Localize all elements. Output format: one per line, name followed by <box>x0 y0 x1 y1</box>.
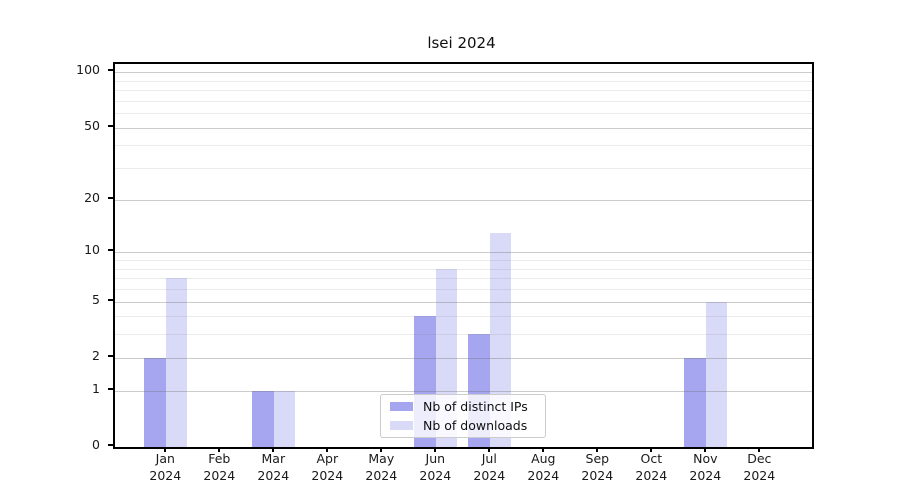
x-tick-may <box>380 447 383 452</box>
x-tick-month: Feb <box>208 451 231 466</box>
x-tick-label-jan: Jan 2024 <box>135 451 195 484</box>
gridline-minor-80 <box>115 90 812 92</box>
x-tick-month: Jul <box>481 451 497 466</box>
bar-distinct-ips-mar <box>252 390 274 447</box>
legend-label-distinct-ips: Nb of distinct IPs <box>423 399 528 414</box>
y-tick-2 <box>108 354 113 357</box>
x-tick-label-may: May 2024 <box>351 451 411 484</box>
y-tick-10 <box>108 249 113 252</box>
x-tick-jul <box>488 447 491 452</box>
gridline-minor-30 <box>115 168 812 170</box>
x-tick-month: Sep <box>585 451 610 466</box>
x-tick-year: 2024 <box>743 467 776 483</box>
x-tick-month: Dec <box>747 451 772 466</box>
gridline-minor-40 <box>115 145 812 147</box>
x-tick-month: Apr <box>316 451 339 466</box>
bar-downloads-jul <box>489 232 512 447</box>
x-tick-label-nov: Nov 2024 <box>675 451 735 484</box>
x-tick-month: Oct <box>640 451 663 466</box>
x-tick-year: 2024 <box>581 467 614 483</box>
x-tick-apr <box>326 447 329 452</box>
x-tick-feb <box>218 447 221 452</box>
x-tick-month: Aug <box>531 451 556 466</box>
x-tick-year: 2024 <box>419 467 452 483</box>
legend-swatch-distinct-ips <box>390 402 413 411</box>
y-tick-label-10: 10 <box>84 242 100 258</box>
gridline-minor-6 <box>115 289 812 290</box>
x-tick-nov <box>704 447 707 452</box>
gridline-minor-60 <box>115 113 812 115</box>
gridline-minor-8 <box>115 268 812 270</box>
gridline-minor-90 <box>115 80 812 82</box>
x-tick-mar <box>272 447 275 452</box>
legend-item-downloads: Nb of downloads <box>381 418 545 433</box>
x-tick-label-dec: Dec 2024 <box>729 451 789 484</box>
y-tick-label-1: 1 <box>92 380 100 396</box>
gridline-major-20 <box>115 199 812 201</box>
bar-distinct-ips-jan <box>144 357 166 447</box>
bar-downloads-nov <box>705 301 728 447</box>
gridline-major-100 <box>115 72 812 74</box>
x-tick-label-feb: Feb 2024 <box>189 451 249 484</box>
x-tick-year: 2024 <box>365 467 398 483</box>
bar-downloads-mar <box>273 390 296 447</box>
x-tick-year: 2024 <box>473 467 506 483</box>
x-tick-year: 2024 <box>149 467 182 483</box>
gridline-minor-9 <box>115 260 812 261</box>
y-tick-0 <box>108 444 113 446</box>
x-tick-month: Nov <box>693 451 718 466</box>
x-tick-label-jun: Jun 2024 <box>405 451 465 484</box>
x-tick-month: Jan <box>155 451 175 466</box>
x-tick-year: 2024 <box>689 467 722 483</box>
x-tick-year: 2024 <box>527 467 560 483</box>
gridline-major-50 <box>115 127 812 129</box>
gridline-minor-70 <box>115 100 812 102</box>
legend-label-downloads: Nb of downloads <box>423 418 528 433</box>
x-tick-label-apr: Apr 2024 <box>297 451 357 484</box>
plot-area: Nb of distinct IPs Nb of downloads <box>113 62 814 449</box>
y-tick-label-0: 0 <box>92 437 100 452</box>
x-tick-aug <box>542 447 545 452</box>
x-tick-label-oct: Oct 2024 <box>621 451 681 484</box>
x-tick-sep <box>596 447 599 452</box>
gridline-minor-7 <box>115 278 812 280</box>
y-tick-label-2: 2 <box>92 347 100 363</box>
x-tick-label-sep: Sep 2024 <box>567 451 627 484</box>
y-tick-label-5: 5 <box>92 291 100 307</box>
y-tick-label-100: 100 <box>76 62 100 78</box>
x-tick-jan <box>164 447 167 452</box>
legend: Nb of distinct IPs Nb of downloads <box>380 394 546 438</box>
bar-downloads-jan <box>165 278 188 447</box>
y-tick-20 <box>108 196 113 199</box>
x-tick-year: 2024 <box>203 467 236 483</box>
x-tick-year: 2024 <box>311 467 344 483</box>
x-tick-oct <box>650 447 653 452</box>
x-tick-label-aug: Aug 2024 <box>513 451 573 484</box>
legend-swatch-downloads <box>390 421 413 430</box>
x-tick-month: Jun <box>425 451 446 466</box>
x-tick-month: May <box>368 451 395 466</box>
x-tick-label-jul: Jul 2024 <box>459 451 519 484</box>
y-tick-100 <box>108 69 113 72</box>
y-tick-label-50: 50 <box>84 117 100 133</box>
y-tick-5 <box>108 298 113 301</box>
x-tick-year: 2024 <box>635 467 668 483</box>
chart-title: lsei 2024 <box>427 34 496 52</box>
y-tick-50 <box>108 124 113 127</box>
gridline-major-10 <box>115 252 812 254</box>
bar-distinct-ips-nov <box>684 357 706 447</box>
y-tick-label-20: 20 <box>84 189 100 205</box>
legend-item-distinct-ips: Nb of distinct IPs <box>381 399 545 414</box>
x-tick-label-mar: Mar 2024 <box>243 451 303 484</box>
x-tick-dec <box>758 447 761 452</box>
x-tick-month: Mar <box>261 451 286 466</box>
y-tick-1 <box>108 387 113 390</box>
x-tick-jun <box>434 447 437 452</box>
x-tick-year: 2024 <box>257 467 290 483</box>
